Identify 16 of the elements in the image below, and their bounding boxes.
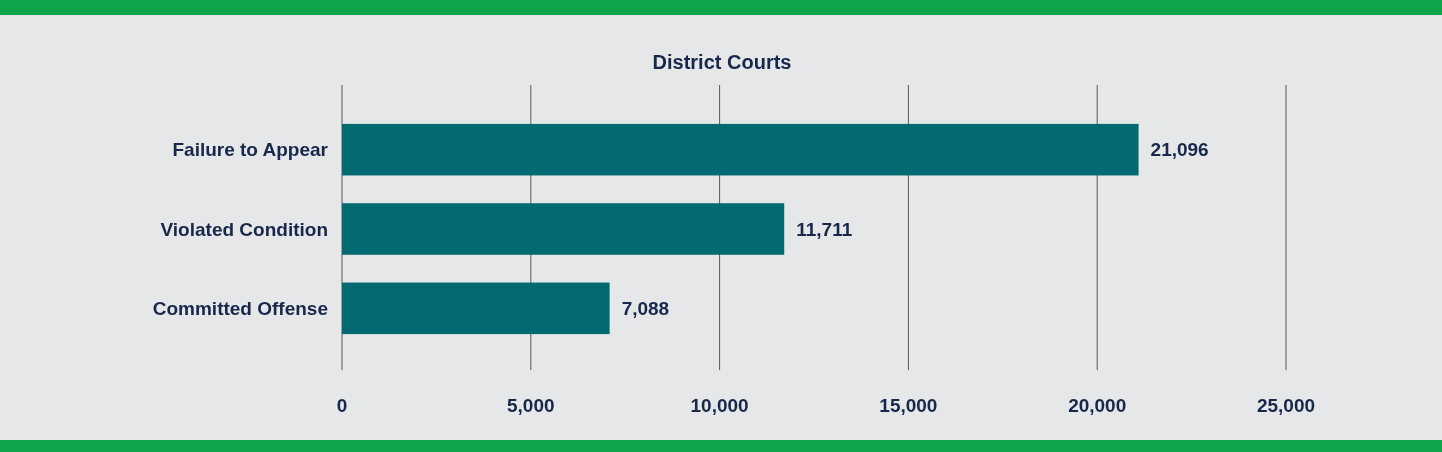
x-tick-label: 20,000 (1068, 394, 1127, 416)
bar (342, 203, 785, 255)
chart-title: District Courts (652, 51, 792, 73)
x-tick-label: 10,000 (690, 394, 749, 416)
y-tick-label: Failure to Appear (172, 139, 329, 161)
data-label: 7,088 (621, 297, 670, 319)
x-tick-label: 5,000 (507, 394, 555, 416)
data-label: 11,711 (796, 218, 853, 240)
y-tick-label: Committed Offense (152, 297, 328, 319)
bar (342, 123, 1139, 176)
y-tick-label: Violated Condition (160, 218, 328, 240)
data-label: 21,096 (1150, 139, 1209, 161)
x-tick-label: 0 (336, 394, 348, 416)
x-tick-label: 25,000 (1256, 394, 1316, 416)
bar (342, 282, 610, 335)
x-tick-label: 15,000 (879, 394, 938, 416)
